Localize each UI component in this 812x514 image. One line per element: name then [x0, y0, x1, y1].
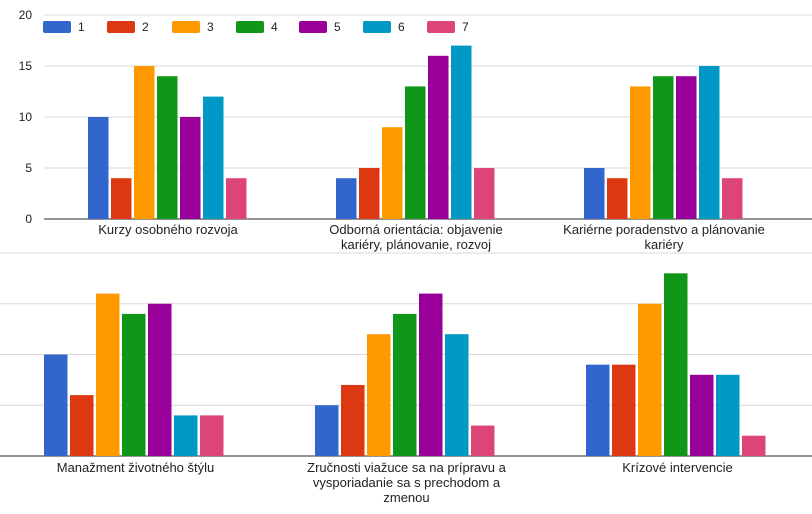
bar	[612, 364, 636, 456]
bar	[200, 415, 224, 456]
bar	[653, 76, 674, 219]
legend-swatch	[236, 21, 264, 33]
bar	[699, 66, 720, 219]
bar	[134, 66, 155, 219]
bar	[382, 127, 403, 219]
category-label: Zručnosti viažuce sa na prípravu a	[307, 460, 506, 475]
y-tick-label: 15	[19, 59, 33, 73]
bar	[44, 354, 68, 456]
legend-label: 5	[334, 20, 341, 34]
bar	[474, 168, 495, 219]
bar	[70, 395, 94, 456]
category-label: vysporiadanie sa s prechodom a	[313, 475, 501, 490]
bar	[315, 405, 339, 456]
bar	[716, 374, 740, 456]
bar	[451, 45, 472, 219]
category-label: Odborná orientácia: objavenie	[329, 222, 502, 237]
bar	[742, 435, 766, 456]
bar	[180, 117, 201, 219]
bar	[419, 293, 443, 456]
legend-swatch	[299, 21, 327, 33]
legend-label: 6	[398, 20, 405, 34]
category-label: kariéry, plánovanie, rozvoj	[341, 237, 491, 252]
bar	[226, 178, 247, 219]
bar	[676, 76, 697, 219]
legend-label: 4	[271, 20, 278, 34]
bar	[174, 415, 198, 456]
category-label: Kurzy osobného rozvoja	[98, 222, 238, 237]
bar	[336, 178, 357, 219]
bar	[630, 86, 651, 220]
bar	[341, 384, 365, 456]
bar	[638, 303, 662, 456]
legend-swatch	[363, 21, 391, 33]
bar	[88, 117, 109, 219]
bar	[690, 374, 714, 456]
y-tick-label: 10	[19, 110, 33, 124]
bar	[203, 96, 224, 219]
category-label: Krízové intervencie	[622, 460, 733, 475]
bar	[111, 178, 132, 219]
y-tick-label: 5	[25, 161, 32, 175]
bar	[584, 168, 605, 219]
bar	[586, 364, 610, 456]
bar	[148, 303, 172, 456]
category-label: Kariérne poradenstvo a plánovanie	[563, 222, 765, 237]
legend-swatch	[172, 21, 200, 33]
bar	[445, 334, 469, 456]
bar	[393, 313, 417, 456]
category-label: kariéry	[644, 237, 684, 252]
bar	[96, 293, 120, 456]
legend-label: 3	[207, 20, 214, 34]
bar	[367, 334, 391, 456]
category-label: Manažment životného štýlu	[57, 460, 215, 475]
bar	[157, 76, 178, 219]
bar	[405, 86, 426, 220]
bar	[428, 55, 449, 219]
bar	[471, 425, 495, 456]
bar	[122, 313, 146, 456]
legend-swatch	[427, 21, 455, 33]
category-label: zmenou	[383, 490, 429, 505]
legend-label: 7	[462, 20, 469, 34]
bar	[359, 168, 380, 219]
legend-swatch	[107, 21, 135, 33]
legend-swatch	[43, 21, 71, 33]
bar	[607, 178, 628, 219]
legend-label: 2	[142, 20, 149, 34]
y-tick-label: 0	[25, 212, 32, 226]
legend-label: 1	[78, 20, 85, 34]
bar	[664, 273, 688, 456]
bar	[722, 178, 743, 219]
y-tick-label: 20	[19, 8, 33, 22]
